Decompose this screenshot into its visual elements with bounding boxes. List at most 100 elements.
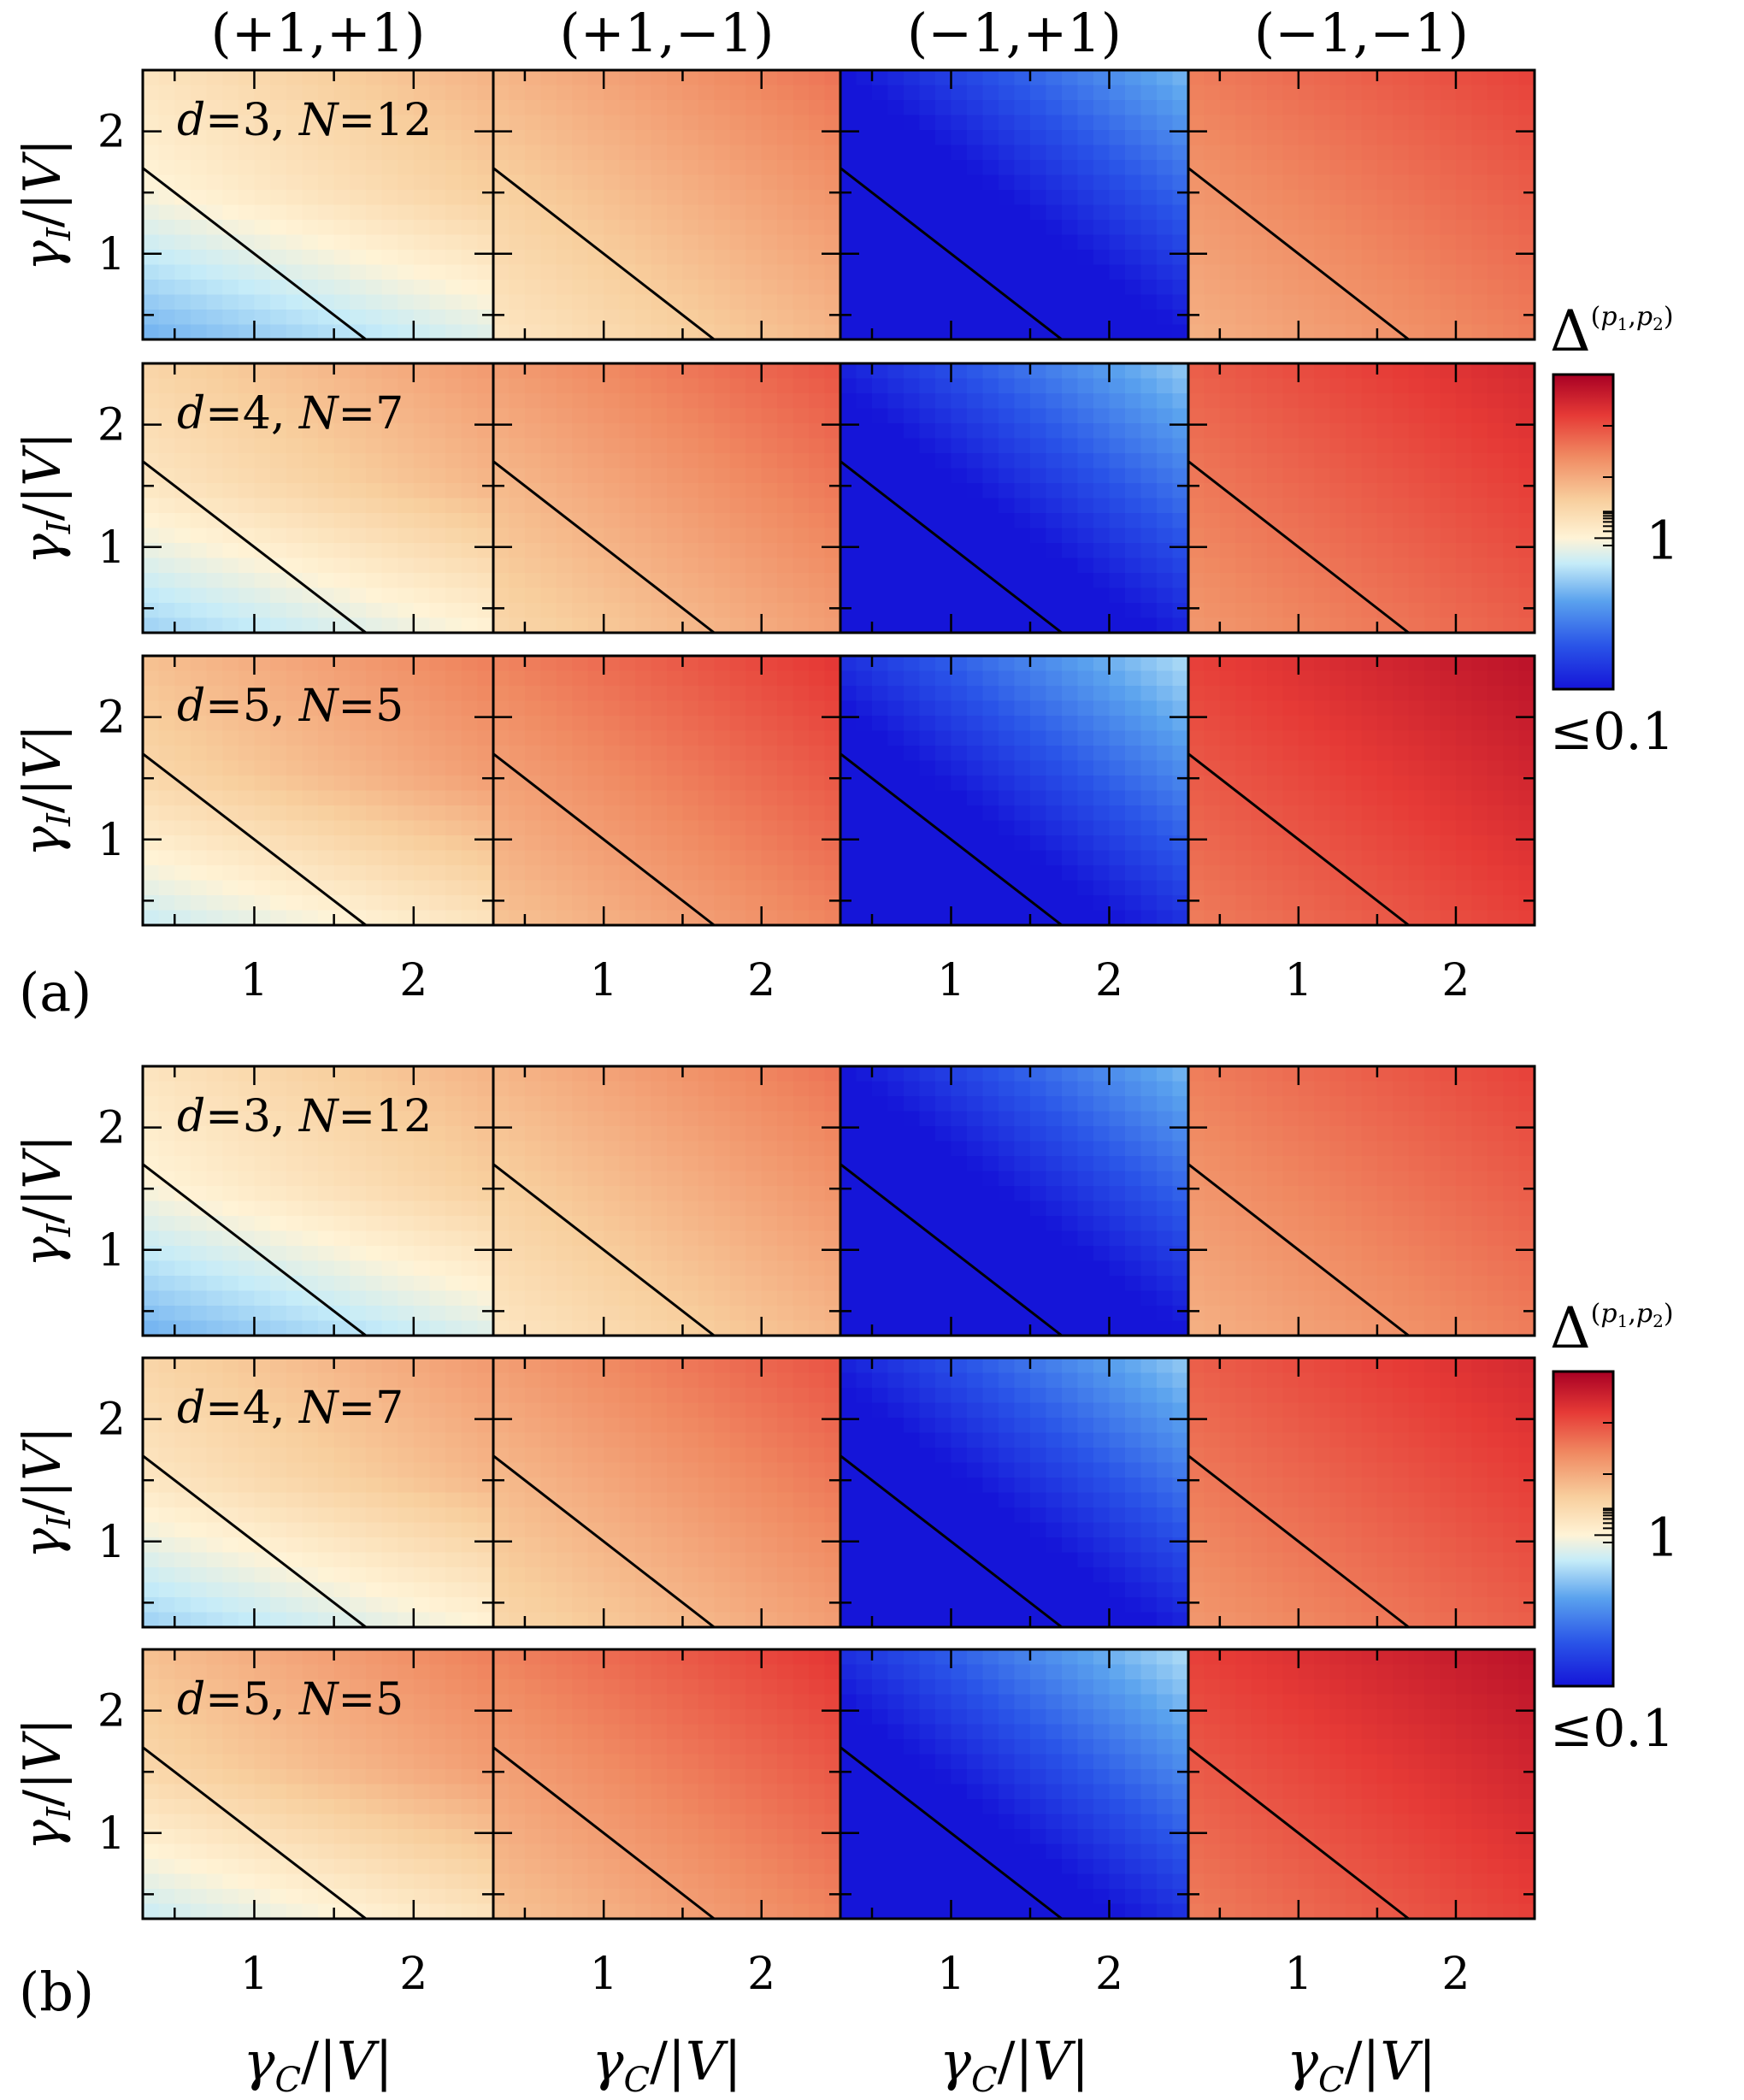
heatmap-cell xyxy=(809,617,826,634)
heatmap-cell xyxy=(158,280,175,296)
heatmap-cell xyxy=(1503,453,1520,469)
heatmap-cell xyxy=(824,686,841,702)
heatmap-cell xyxy=(1267,324,1284,340)
heatmap-cell xyxy=(904,557,921,574)
heatmap-cell xyxy=(745,880,763,896)
heatmap-cell xyxy=(729,895,746,911)
heatmap-cell xyxy=(1314,378,1331,394)
heatmap-cell xyxy=(1487,174,1504,191)
heatmap-cell xyxy=(745,557,763,574)
heatmap-cell xyxy=(286,910,303,926)
heatmap-cell xyxy=(619,498,636,514)
heatmap-cell xyxy=(333,468,351,484)
heatmap-cell xyxy=(635,438,652,454)
heatmap-cell xyxy=(254,700,271,717)
heatmap-cell xyxy=(254,513,271,529)
heatmap-cell xyxy=(381,70,398,86)
heatmap-cell xyxy=(714,453,731,469)
heatmap-cell xyxy=(667,700,684,717)
heatmap-cell xyxy=(887,850,904,866)
heatmap-cell xyxy=(904,670,921,687)
heatmap-cell xyxy=(429,363,446,380)
heatmap-cell xyxy=(445,115,463,131)
heatmap-cell xyxy=(729,378,746,394)
heatmap-cell xyxy=(461,670,478,687)
heatmap-cell xyxy=(809,543,826,559)
heatmap-cell xyxy=(1204,174,1221,191)
heatmap-cell xyxy=(635,204,652,221)
heatmap-cell xyxy=(1518,835,1535,852)
heatmap-cell xyxy=(556,865,573,882)
heatmap-cell xyxy=(809,174,826,191)
heatmap-cell xyxy=(635,378,652,394)
heatmap-cell xyxy=(1062,730,1079,746)
heatmap-cell xyxy=(270,85,287,101)
heatmap-cell xyxy=(714,483,731,499)
heatmap-cell xyxy=(1329,115,1346,131)
heatmap-cell xyxy=(667,865,684,882)
heatmap-cell xyxy=(1329,250,1346,266)
heatmap-cell xyxy=(667,498,684,514)
heatmap-cell xyxy=(840,294,857,310)
heatmap-cell xyxy=(1282,190,1299,206)
heatmap-cell xyxy=(904,686,921,702)
heatmap-cell xyxy=(1109,264,1126,280)
heatmap-cell xyxy=(587,204,604,221)
heatmap-cell xyxy=(856,656,873,672)
heatmap-cell xyxy=(1046,220,1063,236)
heatmap-cell xyxy=(651,70,668,86)
heatmap-cell xyxy=(1030,790,1047,806)
heatmap-cell xyxy=(951,895,968,911)
heatmap-cell xyxy=(238,85,256,101)
heatmap-cell xyxy=(429,587,446,604)
heatmap-cell xyxy=(1093,835,1111,852)
heatmap-cell xyxy=(318,865,335,882)
heatmap-cell xyxy=(556,850,573,866)
heatmap-cell xyxy=(1172,805,1189,822)
heatmap-cell xyxy=(1093,438,1111,454)
heatmap-cell xyxy=(286,115,303,131)
heatmap-cell xyxy=(1172,294,1189,310)
heatmap-cell xyxy=(1235,468,1252,484)
heatmap-cell xyxy=(572,543,589,559)
heatmap-cell xyxy=(302,423,319,439)
heatmap-cell xyxy=(745,603,763,619)
heatmap-cell xyxy=(493,820,510,836)
heatmap-cell xyxy=(1455,145,1472,161)
heatmap-cell xyxy=(1157,250,1174,266)
heatmap-cell xyxy=(493,423,510,439)
heatmap-cell xyxy=(761,513,778,529)
heatmap-cell xyxy=(1376,174,1393,191)
heatmap-cell xyxy=(158,100,175,116)
heatmap-cell xyxy=(1093,234,1111,251)
heatmap-cell xyxy=(1361,363,1378,380)
heatmap-cell xyxy=(556,543,573,559)
heatmap-cell xyxy=(333,115,351,131)
heatmap-cell xyxy=(1346,408,1363,424)
column-header-2: (+1,−1) xyxy=(560,2,775,64)
heatmap-cell xyxy=(792,716,810,732)
heatmap-cell xyxy=(919,363,936,380)
heatmap-cell xyxy=(381,280,398,296)
heatmap-cell xyxy=(967,438,984,454)
heatmap-cell xyxy=(365,617,383,634)
heatmap-cell xyxy=(540,423,557,439)
heatmap-cell xyxy=(286,573,303,589)
heatmap-cell xyxy=(174,294,191,310)
heatmap-cell xyxy=(1125,700,1142,717)
heatmap-cell xyxy=(824,280,841,296)
heatmap-cell xyxy=(445,573,463,589)
heatmap-cell xyxy=(982,85,999,101)
heatmap-cell xyxy=(761,805,778,822)
heatmap-cell xyxy=(572,656,589,672)
heatmap-cell xyxy=(1125,453,1142,469)
heatmap-cell xyxy=(967,895,984,911)
heatmap-cell xyxy=(682,483,699,499)
heatmap-cell xyxy=(1376,378,1393,394)
heatmap-cell xyxy=(222,115,239,131)
heatmap-cell xyxy=(1172,363,1189,380)
heatmap-cell xyxy=(1518,70,1535,86)
heatmap-cell xyxy=(206,174,223,191)
heatmap-cell xyxy=(809,513,826,529)
heatmap-cell xyxy=(1424,234,1441,251)
